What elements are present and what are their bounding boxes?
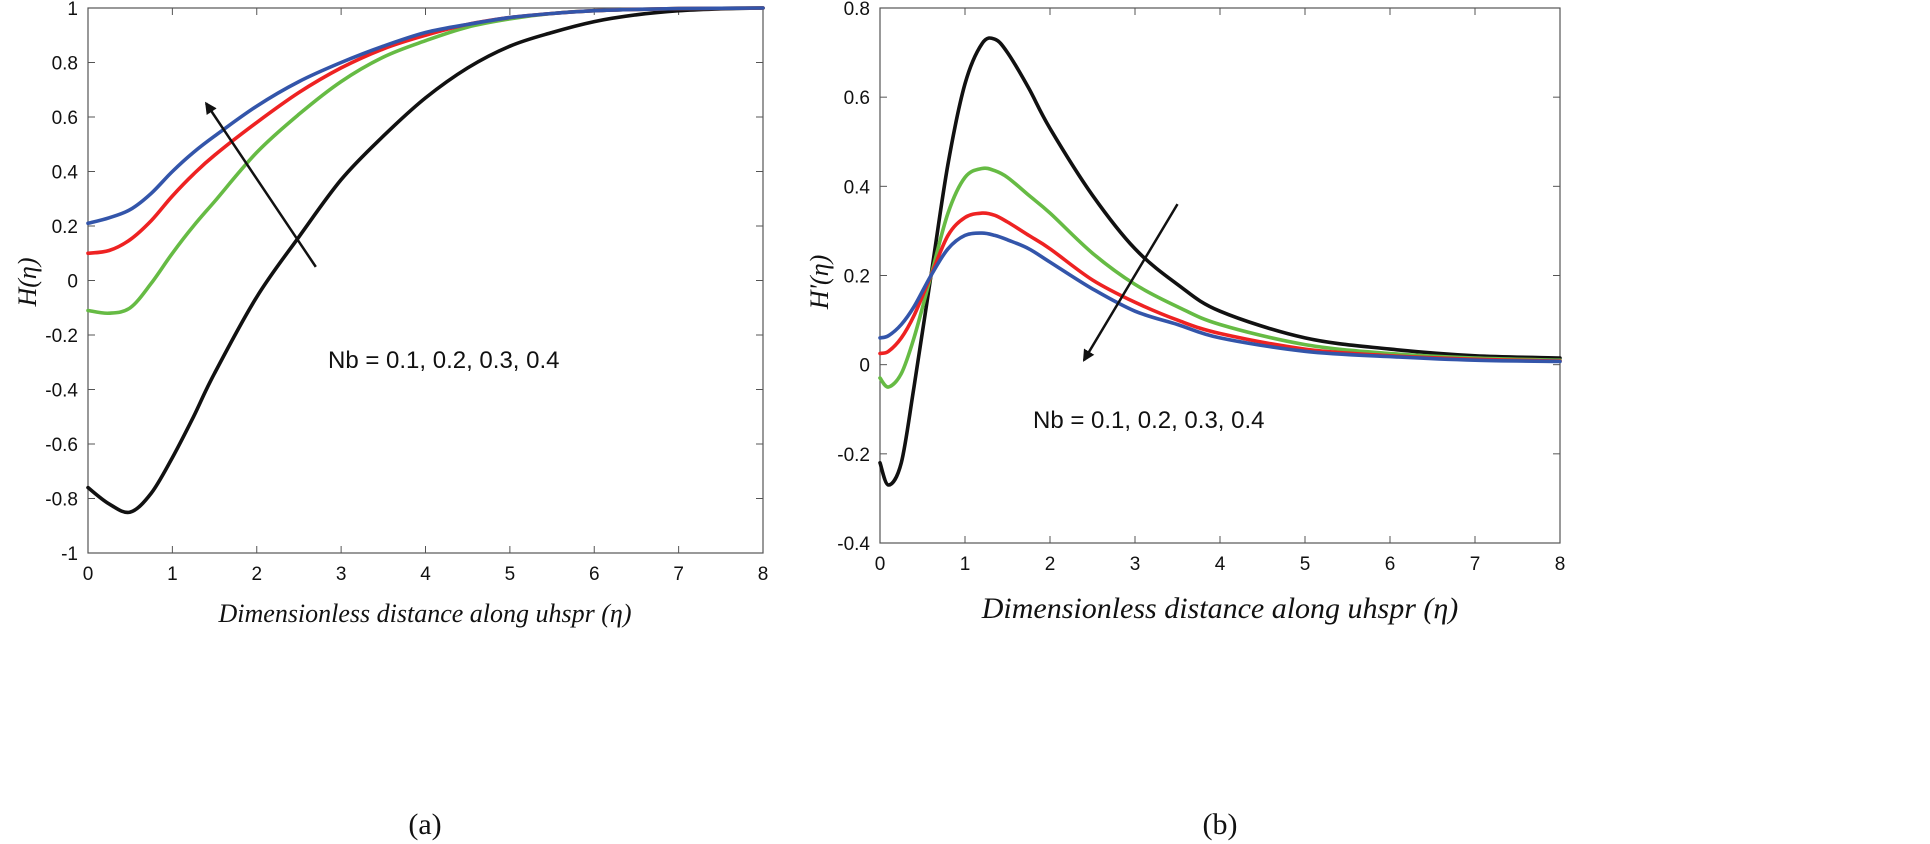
series-line-nb-3 bbox=[878, 211, 1562, 363]
panel-b-y-axis-label: H'(η) bbox=[805, 255, 834, 311]
y-tick-label: 0.8 bbox=[844, 0, 870, 20]
x-tick-label: 6 bbox=[589, 564, 600, 585]
y-tick-label: -0.2 bbox=[837, 445, 870, 466]
y-tick-label: 0 bbox=[859, 356, 870, 377]
series-line-nb-2 bbox=[878, 166, 1562, 389]
panel-b-plot-frame bbox=[879, 7, 1561, 544]
x-tick-label: 7 bbox=[673, 564, 684, 585]
y-tick-label: -1 bbox=[61, 544, 78, 565]
panel-a: -1 -0.8 -0.6 -0.4 -0.2 0 0.2 0.4 0.6 0.8 1 0 1 2 3 4 5 6… bbox=[13, 0, 768, 841]
x-tick-label: 7 bbox=[1470, 554, 1481, 575]
y-tick-label: 0.2 bbox=[844, 267, 870, 288]
y-tick-label: 0.6 bbox=[52, 108, 78, 129]
panel-a-caption: (a) bbox=[408, 808, 441, 841]
x-tick-label: 1 bbox=[167, 564, 178, 585]
y-tick-label: -0.8 bbox=[45, 490, 78, 511]
y-tick-label: 0.8 bbox=[52, 54, 78, 75]
y-tick-label: 0.4 bbox=[844, 177, 871, 198]
x-tick-label: 1 bbox=[960, 554, 971, 575]
panel-b: -0.4 -0.2 0 0.2 0.4 0.6 0.8 0 1 2 3 4 5 6 7 8 Nb = 0.1… bbox=[805, 0, 1565, 841]
series-line-nb-1 bbox=[86, 6, 765, 515]
x-tick-label: 4 bbox=[1215, 554, 1226, 575]
panel-a-annotation: Nb = 0.1, 0.2, 0.3, 0.4 bbox=[328, 347, 560, 374]
y-tick-label: -0.6 bbox=[45, 435, 78, 456]
panel-a-series bbox=[86, 6, 765, 515]
panel-b-caption: (b) bbox=[1203, 808, 1238, 841]
panel-a-y-ticks: -1 -0.8 -0.6 -0.4 -0.2 0 0.2 0.4 0.6 0.8 1 bbox=[45, 0, 763, 565]
y-tick-label: 0.6 bbox=[844, 88, 870, 109]
y-tick-label: -0.2 bbox=[45, 326, 78, 347]
panel-b-x-ticks: 0 1 2 3 4 5 6 7 8 bbox=[875, 8, 1566, 575]
panel-a-trend-arrow bbox=[205, 101, 317, 268]
y-tick-label: 0 bbox=[67, 272, 78, 293]
y-tick-label: 1 bbox=[67, 0, 78, 20]
panel-b-annotation: Nb = 0.1, 0.2, 0.3, 0.4 bbox=[1033, 407, 1265, 434]
x-tick-label: 0 bbox=[83, 564, 94, 585]
series-line-nb-4 bbox=[878, 231, 1562, 364]
y-tick-label: -0.4 bbox=[837, 534, 870, 555]
x-tick-label: 5 bbox=[1300, 554, 1311, 575]
panel-b-series bbox=[878, 36, 1562, 487]
x-tick-label: 3 bbox=[1130, 554, 1141, 575]
y-tick-label: 0.4 bbox=[52, 163, 79, 184]
x-tick-label: 6 bbox=[1385, 554, 1396, 575]
y-tick-label: 0.2 bbox=[52, 217, 78, 238]
x-tick-label: 8 bbox=[1555, 554, 1566, 575]
series-line-nb-2 bbox=[86, 6, 765, 316]
panel-b-x-axis-label: Dimensionless distance along uhspr (η) bbox=[981, 592, 1459, 625]
panel-b-trend-arrow bbox=[1082, 203, 1179, 362]
series-line-nb-1 bbox=[878, 36, 1562, 487]
panel-a-plot-frame bbox=[87, 7, 764, 554]
x-tick-label: 2 bbox=[251, 564, 262, 585]
x-tick-label: 8 bbox=[758, 564, 769, 585]
panel-a-x-ticks: 0 1 2 3 4 5 6 7 8 bbox=[83, 8, 769, 585]
panel-a-x-axis-label: Dimensionless distance along uhspr (η) bbox=[218, 599, 632, 628]
x-tick-label: 2 bbox=[1045, 554, 1056, 575]
y-tick-label: -0.4 bbox=[45, 381, 78, 402]
x-tick-label: 0 bbox=[875, 554, 886, 575]
series-line-nb-4 bbox=[86, 6, 765, 226]
x-tick-label: 5 bbox=[505, 564, 516, 585]
panel-b-y-ticks: -0.4 -0.2 0 0.2 0.4 0.6 0.8 bbox=[837, 0, 1560, 555]
series-line-nb-3 bbox=[86, 6, 765, 256]
x-tick-label: 3 bbox=[336, 564, 347, 585]
panel-a-y-axis-label: H(η) bbox=[13, 258, 42, 308]
x-tick-label: 4 bbox=[420, 564, 431, 585]
